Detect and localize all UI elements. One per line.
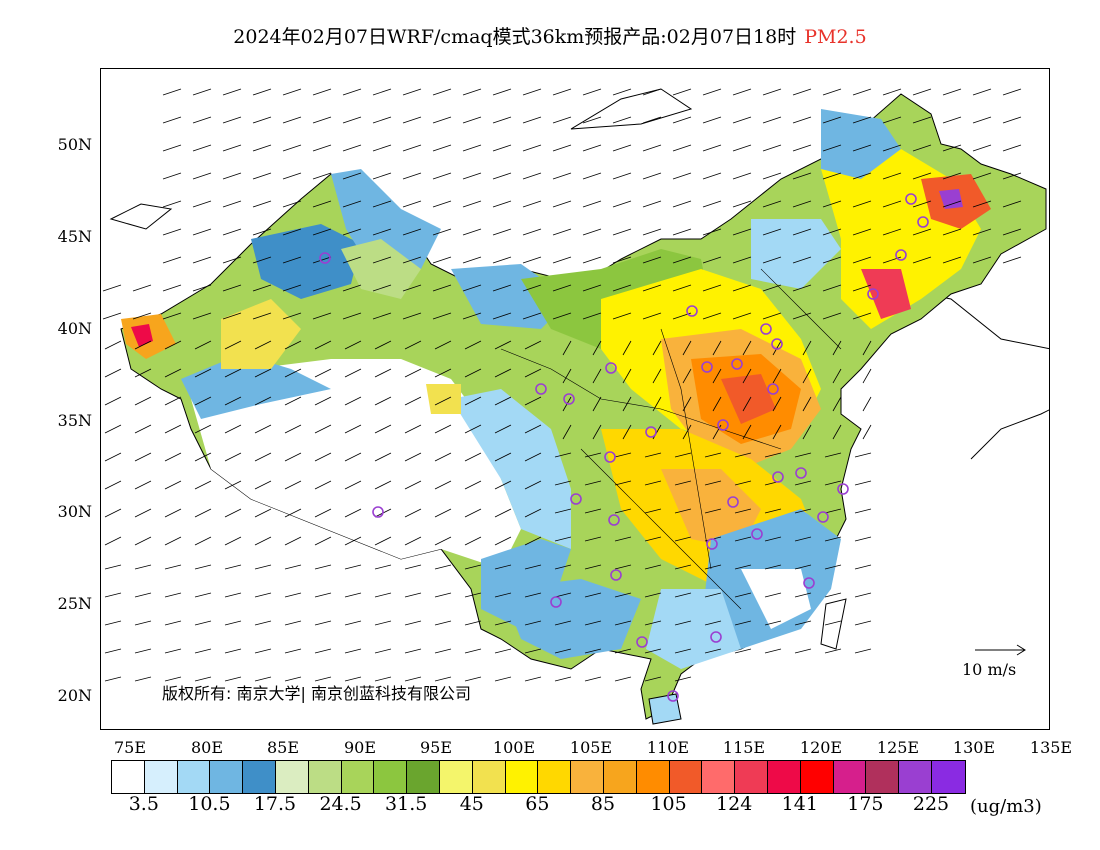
wind-reference-arrow xyxy=(975,644,1026,656)
colorbar-swatch xyxy=(472,761,506,793)
colorbar-swatch xyxy=(538,761,572,793)
map-title: 2024年02月07日WRF/cmaq模式36km预报产品:02月07日18时 P… xyxy=(0,22,1100,49)
colorbar-swatch xyxy=(112,761,145,793)
copyright-text: 版权所有: 南京大学| 南京创蓝科技有限公司 xyxy=(162,684,471,703)
colorbar-tick-label: 3.5 xyxy=(128,793,159,815)
lon-label-110e: 110E xyxy=(646,738,690,757)
colorbar-swatch xyxy=(341,761,375,793)
colorbar-tick-label: 17.5 xyxy=(253,793,297,815)
lon-label-85e: 85E xyxy=(266,738,300,757)
lon-label-105e: 105E xyxy=(569,738,613,757)
lon-label-130e: 130E xyxy=(952,738,996,757)
title-text: 2024年02月07日WRF/cmaq模式36km预报产品:02月07日18时 xyxy=(233,26,797,48)
colorbar-tick-label: 24.5 xyxy=(319,793,362,815)
colorbar-swatch xyxy=(800,761,834,793)
map-canvas xyxy=(102,88,1049,725)
lon-label-135e: 135E xyxy=(1029,738,1073,757)
colorbar-swatch xyxy=(866,761,900,793)
lon-label-120e: 120E xyxy=(799,738,843,757)
colorbar xyxy=(111,760,966,794)
colorbar-swatch xyxy=(243,761,276,793)
wind-reference-label: 10 m/s xyxy=(962,660,1017,679)
lon-label-95e: 95E xyxy=(419,738,453,757)
colorbar-tick-label: 124 xyxy=(716,793,753,815)
colorbar-swatch xyxy=(439,761,473,793)
lat-label-30n: 30N xyxy=(57,502,92,521)
lat-label-40n: 40N xyxy=(57,319,92,338)
colorbar-tick-label: 141 xyxy=(781,793,818,815)
lon-label-100e: 100E xyxy=(492,738,536,757)
colorbar-swatch xyxy=(505,761,539,793)
colorbar-swatch xyxy=(571,761,604,793)
colorbar-units: (ug/m3) xyxy=(970,796,1042,817)
lat-label-20n: 20N xyxy=(57,686,92,705)
colorbar-swatch xyxy=(144,761,178,793)
colorbar-tick-label: 31.5 xyxy=(385,793,428,815)
colorbar-swatch xyxy=(308,761,342,793)
lat-label-35n: 35N xyxy=(57,411,92,430)
colorbar-tick-label: 225 xyxy=(912,793,950,815)
colorbar-swatch xyxy=(669,761,703,793)
colorbar-swatch xyxy=(899,761,932,793)
colorbar-swatch xyxy=(603,761,637,793)
colorbar-swatch xyxy=(767,761,801,793)
lat-label-45n: 45N xyxy=(57,227,92,246)
colorbar-tick-label: 105 xyxy=(650,793,687,815)
lon-label-115e: 115E xyxy=(722,738,766,757)
colorbar-swatch xyxy=(374,761,408,793)
colorbar-swatch xyxy=(735,761,768,793)
colorbar-tick-label: 65 xyxy=(525,793,550,815)
colorbar-tick-label: 85 xyxy=(590,793,616,815)
lat-label-25n: 25N xyxy=(57,594,92,613)
colorbar-swatch xyxy=(177,761,211,793)
lon-label-80e: 80E xyxy=(190,738,224,757)
pm25-forecast-map xyxy=(100,68,1050,730)
colorbar-tick-label: 10.5 xyxy=(188,793,231,815)
colorbar-labels: 3.5 10.5 17.5 24.5 31.5 45 65 85 105 124 141 175 225 xyxy=(111,793,1011,823)
colorbar-tick-label: 175 xyxy=(847,793,884,815)
lon-label-90e: 90E xyxy=(343,738,377,757)
colorbar-swatch xyxy=(636,761,670,793)
colorbar-swatch xyxy=(702,761,736,793)
colorbar-tick-label: 45 xyxy=(459,793,484,815)
colorbar-swatch xyxy=(407,761,440,793)
colorbar-swatch xyxy=(833,761,867,793)
lon-label-75e: 75E xyxy=(113,738,147,757)
colorbar-swatch xyxy=(275,761,309,793)
lat-label-50n: 50N xyxy=(57,135,92,154)
colorbar-swatch xyxy=(210,761,244,793)
pollutant-label: PM2.5 xyxy=(804,26,867,48)
lon-label-125e: 125E xyxy=(876,738,920,757)
colorbar-swatch xyxy=(931,761,965,793)
